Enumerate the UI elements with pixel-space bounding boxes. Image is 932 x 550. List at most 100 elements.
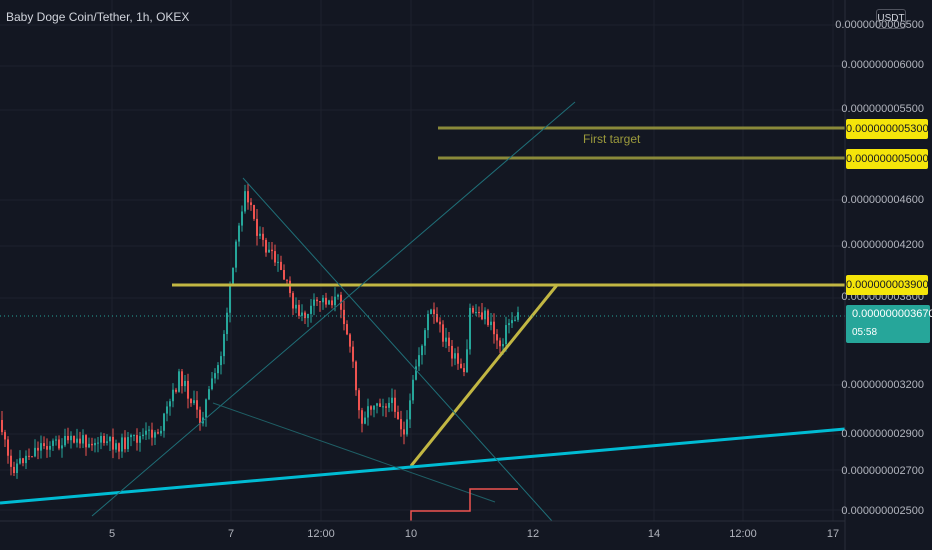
candle-body (82, 435, 84, 444)
candle-body (496, 334, 498, 341)
candle-body (175, 389, 177, 392)
indicator-step-line (410, 488, 518, 521)
candle-body (169, 401, 171, 407)
x-tick-label: 12:00 (307, 528, 335, 540)
candle-body (190, 398, 192, 404)
candle-body (223, 334, 225, 357)
candle-body (481, 312, 483, 320)
y-tick-label: 0.000000004600 (841, 194, 924, 206)
channel-line-falling (242, 177, 553, 522)
x-tick-label: 7 (227, 528, 235, 540)
candle-body (502, 344, 504, 347)
candle-body (448, 337, 450, 346)
candle-body (124, 437, 126, 450)
candle-body (454, 353, 456, 359)
candle-body (145, 430, 147, 435)
candle-body (442, 324, 444, 342)
candle-body (76, 438, 78, 443)
candle-body (250, 202, 252, 206)
candle-body (43, 443, 45, 447)
candle-body (271, 249, 273, 252)
candle-body (127, 437, 129, 450)
candle-body (409, 400, 411, 420)
candle-body (106, 441, 108, 443)
candle-body (13, 466, 15, 474)
candle-body (73, 435, 75, 443)
symbol-title: Baby Doge Coin/Tether, 1h, OKEX (6, 10, 190, 24)
candle-body (517, 312, 519, 320)
x-tick-label: 12 (526, 528, 540, 540)
candle-body (274, 251, 276, 263)
candle-body (130, 435, 132, 438)
candle-body (238, 225, 240, 242)
candle-body (52, 440, 54, 446)
candle-body (298, 304, 300, 316)
chart-drawings[interactable] (0, 101, 846, 522)
x-tick-label: 17 (826, 528, 840, 540)
candle-body (505, 325, 507, 345)
candle-body (301, 312, 303, 316)
candle-body (472, 307, 474, 313)
candle-body (91, 443, 93, 446)
y-tick-label: 0.000000006000 (841, 59, 924, 71)
y-tick-label: 0.000000002500 (841, 505, 924, 517)
last-price-value: 0.000000003670 (852, 308, 932, 320)
candle-body (508, 323, 510, 326)
candle-body (436, 314, 438, 322)
candle-body (430, 309, 432, 315)
y-tick-label: 0.000000002700 (841, 465, 924, 477)
candle-body (367, 406, 369, 418)
candle-body (226, 312, 228, 335)
candle-body (514, 319, 516, 321)
candle-body (460, 363, 462, 369)
candle-body (424, 330, 426, 346)
candle-body (316, 299, 318, 302)
candle-body (133, 435, 135, 437)
candle-body (112, 436, 114, 450)
level-price-tag-3900: 0.000000003900 (846, 275, 929, 295)
candle-body (466, 349, 468, 373)
candle-body (373, 405, 375, 410)
candle-body (163, 413, 165, 431)
candle-body (328, 300, 330, 305)
candle-body (172, 389, 174, 402)
candle-body (331, 300, 333, 306)
x-tick-label: 14 (647, 528, 661, 540)
candle-body (22, 458, 24, 464)
candle-body (292, 293, 294, 309)
candle-body (208, 389, 210, 400)
candle-body (406, 419, 408, 435)
candle-body (337, 294, 339, 297)
candle-body (49, 445, 51, 450)
candle-body (334, 296, 336, 306)
candle-body (400, 419, 402, 430)
candle-body (478, 312, 480, 314)
channel-line-lower (212, 402, 496, 503)
candle-body (352, 346, 354, 362)
candle-body (370, 406, 372, 410)
candle-body (229, 283, 231, 313)
candle-body (31, 456, 33, 458)
candle-body (232, 267, 234, 284)
candle-body (184, 380, 186, 387)
candle-body (115, 443, 117, 450)
candle-body (283, 269, 285, 280)
level-price-tag-5000: 0.000000005000 (846, 149, 929, 169)
candle-body (379, 403, 381, 407)
candle-body (178, 371, 180, 392)
currency-selector[interactable]: USDT (876, 9, 906, 29)
candle-body (94, 442, 96, 446)
candle-body (412, 379, 414, 401)
candle-body (97, 442, 99, 444)
candle-body (193, 400, 195, 404)
candle-body (37, 447, 39, 451)
candle-body (79, 438, 81, 444)
ascending-support-line (409, 284, 559, 467)
candle-body (103, 435, 105, 443)
candle-body (397, 411, 399, 420)
candle-body (487, 310, 489, 326)
candle-body (70, 435, 72, 441)
candle-body (214, 373, 216, 379)
candle-body (136, 435, 138, 443)
